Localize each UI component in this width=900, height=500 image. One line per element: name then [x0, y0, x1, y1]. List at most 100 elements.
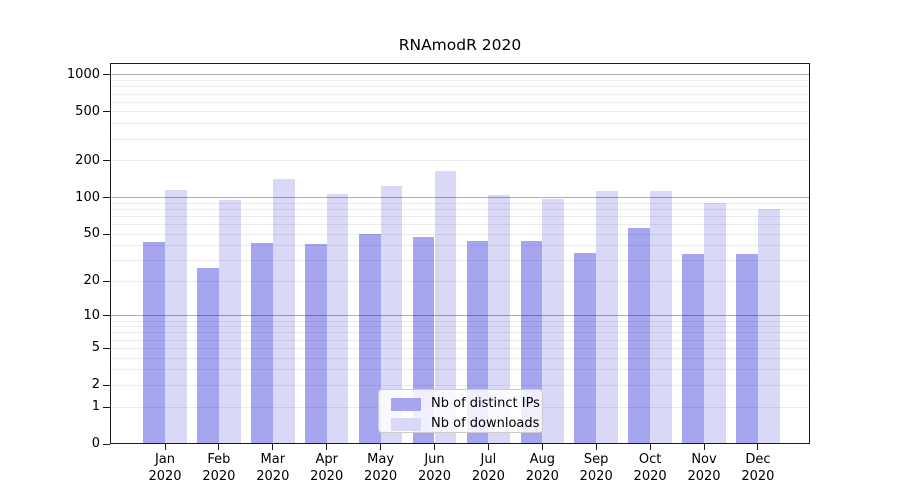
y-tick-label-20: 20	[83, 273, 100, 289]
bar-downloads-jul	[488, 194, 511, 444]
x-tick-label-year: 2020	[310, 469, 344, 484]
x-tick-label-jul: Jul 2020	[448, 451, 528, 485]
x-tick-label-month: Jul	[480, 452, 497, 467]
bar-downloads-jan	[165, 189, 187, 444]
y-tick-mark-1000	[103, 74, 110, 76]
x-tick-label-month: Feb	[207, 452, 231, 467]
y-tick-mark-10	[103, 315, 110, 317]
gridline-major-10	[110, 315, 810, 317]
gridline-minor-50	[110, 233, 810, 235]
plot-area	[110, 63, 810, 444]
x-tick-mark-nov	[703, 444, 705, 450]
bar-downloads-oct	[650, 190, 672, 444]
legend-item-distinct-ips: Nb of distinct IPs	[391, 396, 542, 412]
y-tick-label-1000: 1000	[66, 66, 100, 82]
x-tick-label-year: 2020	[741, 469, 775, 484]
bar-distinct-ips-apr	[304, 244, 327, 444]
gridline-minor-700	[110, 93, 810, 95]
x-tick-label-aug: Aug 2020	[502, 451, 582, 485]
y-tick-label-200: 200	[75, 152, 100, 168]
bar-distinct-ips-feb	[197, 267, 219, 444]
bar-distinct-ips-sep	[574, 252, 597, 444]
legend-swatch-distinct-ips	[391, 397, 421, 411]
x-tick-label-year: 2020	[417, 469, 452, 484]
gridline-minor-7	[110, 332, 810, 334]
y-tick-mark-100	[103, 197, 110, 198]
y-tick-label-2: 2	[91, 377, 100, 393]
legend-label-distinct-ips: Nb of distinct IPs	[431, 396, 540, 411]
x-tick-label-year: 2020	[687, 469, 721, 484]
y-tick-label-100: 100	[75, 189, 100, 205]
bar-downloads-mar	[272, 179, 295, 444]
x-tick-label-month: Aug	[529, 452, 555, 467]
y-tick-mark-20	[103, 280, 110, 282]
x-tick-label-month: Jan	[154, 452, 176, 467]
bar-downloads-jun	[434, 171, 457, 444]
y-tick-mark-50	[103, 233, 110, 235]
x-tick-label-nov: Nov 2020	[664, 451, 744, 485]
bar-distinct-ips-may	[358, 234, 381, 444]
bar-distinct-ips-nov	[682, 254, 704, 444]
y-tick-label-1: 1	[91, 399, 100, 414]
gridline-minor-40	[110, 245, 810, 247]
bar-downloads-sep	[596, 191, 618, 444]
gridline-minor-4	[110, 357, 810, 359]
x-tick-mark-jun	[434, 444, 435, 450]
x-tick-label-jan: Jan 2020	[125, 451, 205, 485]
x-tick-label-month: Jun	[424, 452, 445, 467]
legend-label-downloads: Nb of downloads	[431, 416, 540, 431]
gridline-major-1000	[110, 74, 810, 76]
x-tick-mark-feb	[218, 444, 220, 450]
gridline-minor-800	[110, 86, 810, 88]
y-tick-mark-0	[103, 443, 110, 445]
x-tick-label-apr: Apr 2020	[287, 451, 367, 485]
x-tick-label-dec: Dec 2020	[718, 451, 798, 485]
bar-downloads-nov	[704, 202, 726, 444]
bar-downloads-dec	[757, 209, 780, 444]
y-tick-mark-1	[103, 406, 110, 408]
x-tick-mark-apr	[326, 444, 328, 450]
gridline-minor-90	[110, 202, 810, 204]
x-tick-label-year: 2020	[633, 469, 667, 484]
x-tick-label-may: May 2020	[341, 451, 421, 485]
chart-title: RNAmodR 2020	[398, 36, 522, 54]
x-tick-label-month: May	[367, 452, 395, 467]
gridline-minor-8	[110, 326, 810, 328]
gridline-minor-3	[110, 369, 810, 371]
x-tick-label-jun: Jun 2020	[395, 451, 475, 485]
y-tick-label-500: 500	[75, 103, 100, 119]
gridline-minor-500	[110, 111, 810, 113]
x-tick-label-sep: Sep 2020	[556, 451, 636, 485]
y-tick-label-50: 50	[83, 226, 100, 241]
y-tick-mark-500	[103, 111, 110, 113]
gridline-major-100	[110, 197, 810, 198]
x-tick-label-year: 2020	[471, 469, 505, 484]
bar-distinct-ips-dec	[736, 254, 758, 444]
x-tick-label-year: 2020	[202, 469, 236, 484]
x-tick-label-month: Dec	[745, 452, 771, 467]
gridline-minor-9	[110, 320, 810, 322]
x-tick-label-month: Sep	[583, 452, 609, 467]
gridline-minor-2	[110, 384, 810, 386]
gridline-minor-20	[110, 280, 810, 282]
gridline-minor-900	[110, 80, 810, 82]
gridline-minor-300	[110, 138, 810, 140]
x-tick-label-feb: Feb 2020	[179, 451, 259, 485]
gridline-minor-400	[110, 123, 810, 125]
gridline-minor-80	[110, 208, 810, 210]
x-tick-label-mar: Mar 2020	[233, 451, 313, 485]
bar-distinct-ips-oct	[628, 228, 651, 444]
x-tick-label-month: Nov	[691, 452, 717, 467]
y-tick-label-0: 0	[91, 436, 100, 451]
bar-distinct-ips-mar	[251, 243, 273, 444]
y-tick-mark-2	[103, 384, 110, 386]
gridline-minor-600	[110, 101, 810, 103]
x-tick-label-oct: Oct 2020	[610, 451, 690, 485]
bar-distinct-ips-jan	[143, 241, 165, 444]
y-tick-mark-200	[103, 160, 110, 162]
x-tick-mark-dec	[757, 444, 759, 450]
x-tick-mark-oct	[649, 444, 651, 450]
x-tick-label-year: 2020	[525, 469, 559, 484]
bar-downloads-aug	[542, 199, 565, 444]
